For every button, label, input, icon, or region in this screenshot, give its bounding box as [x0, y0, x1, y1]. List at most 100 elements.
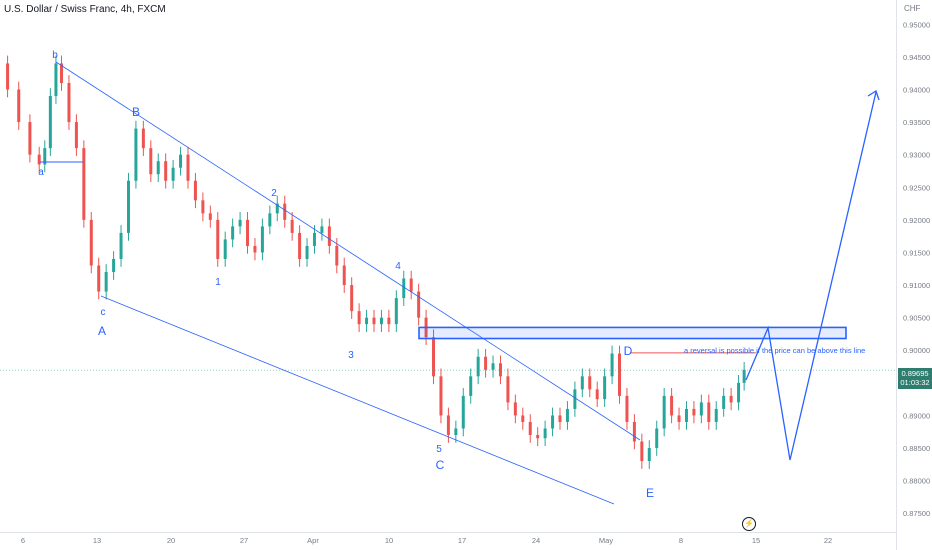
price-tick-label: 0.90500 [903, 314, 930, 323]
price-tick-label: 0.92500 [903, 183, 930, 192]
time-axis[interactable]: 6 13 20 27 Apr 10 17 24 May 8 15 22 [21, 536, 832, 545]
candle-body [290, 219, 294, 233]
currency-label: CHF [904, 4, 921, 13]
price-tick-label: 0.90000 [903, 346, 930, 355]
candle-body [469, 376, 473, 396]
wave-label: B [132, 105, 140, 119]
candle-body [171, 167, 175, 181]
time-tick-label: 27 [240, 536, 248, 545]
resistance-zone [418, 326, 847, 340]
candle-body [134, 128, 138, 181]
wave-label: E [646, 486, 654, 500]
candle-body [350, 285, 354, 312]
candle-body [365, 317, 369, 325]
candle-body [89, 219, 93, 266]
candle-body [707, 402, 711, 422]
candle-body [454, 428, 458, 435]
candle-body [223, 239, 227, 259]
candle-body [476, 356, 480, 377]
time-tick-label: 24 [532, 536, 540, 545]
candle-body [6, 63, 10, 90]
candle-body [312, 232, 316, 246]
price-tick-label: 0.94000 [903, 85, 930, 94]
candle-body [342, 265, 346, 286]
candle-body [692, 408, 696, 416]
drawings [0, 61, 896, 505]
price-tick-label: 0.91500 [903, 248, 930, 257]
candle-body [655, 428, 659, 449]
candle-body [186, 154, 190, 181]
candle-body [618, 353, 622, 396]
candle-body [521, 415, 525, 422]
candle-body [28, 122, 32, 155]
candle-body [372, 317, 376, 325]
time-axis-border [0, 532, 896, 533]
price-axis[interactable]: 0.875000.880000.885000.890000.895000.900… [903, 20, 930, 518]
price-tick-label: 0.88500 [903, 444, 930, 453]
wave-label: c [101, 307, 106, 318]
candle-body [439, 376, 443, 416]
candle-body [603, 376, 607, 400]
candle-body [17, 89, 21, 123]
symbol-title: U.S. Dollar / Swiss Franc, 4h, FXCM [4, 4, 166, 15]
candle-body [104, 272, 108, 292]
candle-body [156, 161, 160, 175]
candle-body [260, 226, 264, 253]
candle-body [67, 82, 71, 123]
upper-trendline [55, 61, 641, 441]
candle-body [446, 415, 450, 435]
candle-body [417, 291, 421, 318]
time-tick-label: Apr [307, 536, 319, 545]
current-price-label: 0.89695 01:03:32 [898, 368, 932, 389]
candle-body [409, 278, 413, 292]
candle-body [60, 63, 64, 83]
projection-path [745, 91, 877, 461]
wave-label: b [52, 50, 58, 61]
wave-label: 4 [395, 261, 401, 272]
candle-body [588, 376, 592, 390]
time-tick-label: 15 [752, 536, 760, 545]
candle-body [37, 154, 41, 165]
candle-body [43, 148, 47, 165]
candle-body [253, 245, 257, 253]
candle-body [677, 415, 681, 422]
candle-body [164, 161, 168, 181]
candle-body [216, 219, 220, 259]
candle-body [246, 219, 250, 246]
candle-body [298, 232, 302, 259]
candle-body [201, 200, 205, 214]
candle-body [551, 415, 555, 429]
candle-body [580, 376, 584, 390]
bar-countdown: 01:03:32 [900, 378, 930, 387]
time-tick-label: 8 [679, 536, 683, 545]
wave-label: 1 [215, 277, 221, 288]
candle-body [74, 122, 78, 149]
candle-body [208, 213, 212, 220]
candle-body [684, 408, 688, 422]
candle-body [729, 395, 733, 403]
candle-body [335, 245, 339, 266]
candle-body [402, 278, 406, 299]
candle-body [320, 226, 324, 233]
wave-label: C [436, 458, 445, 472]
current-price-value: 0.89695 [901, 369, 929, 378]
time-tick-label: 20 [167, 536, 175, 545]
wave-label: A [98, 324, 106, 338]
wave-label: a [38, 167, 44, 178]
candle-body [573, 389, 577, 409]
price-tick-label: 0.94500 [903, 53, 930, 62]
projection-arrowhead [867, 90, 880, 101]
candle-body [82, 148, 86, 220]
price-tick-label: 0.88000 [903, 477, 930, 486]
candle-body [126, 180, 130, 233]
time-tick-label: 17 [458, 536, 466, 545]
candle-body [54, 63, 58, 97]
candle-body [610, 353, 614, 377]
time-tick-label: 10 [385, 536, 393, 545]
lightning-icon[interactable]: ⚡ [742, 517, 756, 531]
time-tick-label: 13 [93, 536, 101, 545]
candle-body [543, 428, 547, 439]
candle-body [432, 337, 436, 377]
candle-body [640, 441, 644, 462]
